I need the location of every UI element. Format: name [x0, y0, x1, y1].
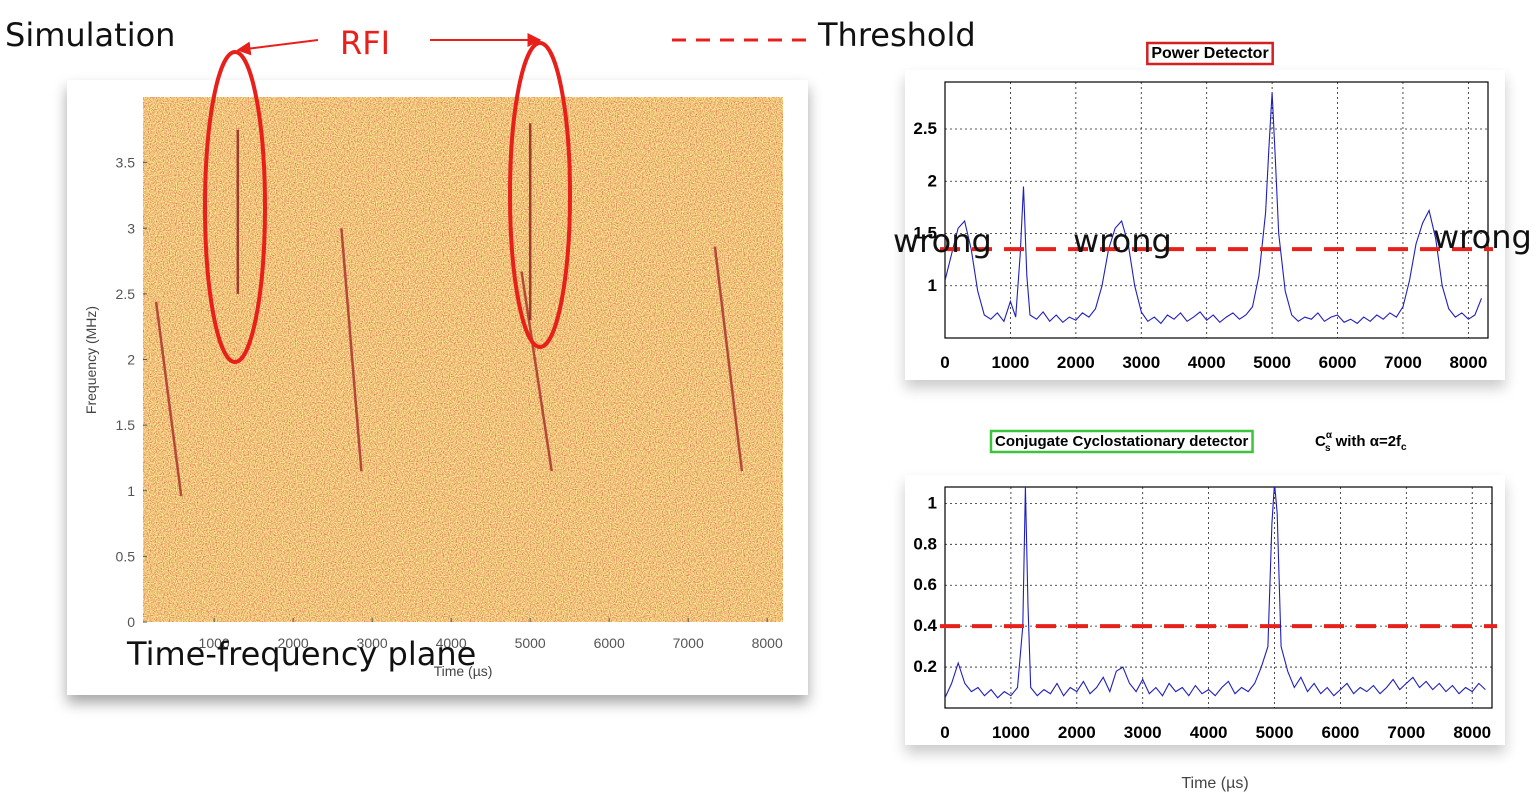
annotation: wrong [893, 222, 992, 260]
chirp-line [713, 246, 744, 472]
math: with α=2f [1335, 433, 1402, 450]
chart-card-face [905, 475, 1505, 745]
annotation: Time-frequency plane [126, 635, 476, 673]
x-tick-label: 2000 [278, 635, 309, 651]
chart-card-face [905, 70, 1505, 380]
y-axis-label: Frequency (MHz) [83, 306, 99, 414]
annotation: wrong [1433, 218, 1532, 256]
x-tick-label: 7000 [1384, 353, 1422, 372]
chirp-line [520, 271, 553, 472]
y-tick-label: 0.6 [913, 575, 937, 594]
math: c [1401, 442, 1407, 453]
chart-title: Conjugate Cyclostationary detector [995, 433, 1249, 450]
x-tick-label: 2000 [1057, 353, 1095, 372]
y-tick-label: 0.8 [913, 534, 937, 553]
x-tick-label: 4000 [436, 635, 467, 651]
charts: 0 0.5 1 1.5 2 2.5 3 3.5 1000 2000 3000 4000 5000 6000… [116, 81, 1497, 742]
y-tick-label: 0.5 [116, 548, 136, 564]
x-axis-label: Time (µs) [434, 663, 493, 679]
x-tick-label: 5000 [1253, 353, 1291, 372]
x-tick-label: 6000 [594, 635, 625, 651]
x-tick-label: 7000 [1387, 723, 1425, 742]
math: s [1325, 443, 1331, 454]
title-box [989, 429, 1254, 454]
y-tick-label: 2.5 [116, 286, 136, 302]
x-tick-label: 7000 [673, 635, 704, 651]
x-tick-label: 0 [940, 353, 949, 372]
y-tick-label: 2 [928, 171, 937, 190]
x-tick-label: 0 [940, 723, 949, 742]
title-box [1146, 41, 1274, 66]
y-tick-label: 1 [127, 483, 135, 499]
y-tick-label: 3.5 [116, 155, 136, 171]
x-tick-label: 5000 [515, 635, 546, 651]
x-tick-label: 3000 [1122, 353, 1160, 372]
y-tick-label: 1 [928, 493, 937, 512]
spectrogram-noise [143, 97, 783, 622]
chart-title: Power Detector [1151, 45, 1268, 62]
y-tick-label: 2.5 [913, 119, 937, 138]
y-tick-label: 2 [127, 352, 135, 368]
rfi-label: RFI [340, 24, 390, 62]
title-math: Cα s with α=2fc [1315, 430, 1407, 454]
annotation: wrong [1073, 222, 1172, 260]
x-tick-label: 6000 [1319, 353, 1357, 372]
x-tick-label: 5000 [1256, 723, 1294, 742]
rfi-ellipse [203, 50, 267, 364]
x-tick-label: 2000 [1058, 723, 1096, 742]
plot-frame [944, 81, 1489, 339]
y-tick-label: 0.2 [913, 657, 937, 676]
plot-frame [944, 486, 1493, 709]
title-text: Conjugate Cyclostationary detector [995, 433, 1249, 450]
x-tick-label: 1000 [992, 353, 1030, 372]
y-tick-label: 0.4 [913, 616, 937, 635]
math: α [1326, 430, 1333, 441]
x-tick-label: 3000 [1124, 723, 1162, 742]
x-tick-label: 8000 [1453, 723, 1491, 742]
x-tick-label: 8000 [1449, 353, 1487, 372]
y-tick-label: 0 [127, 614, 135, 630]
chirp-line [154, 301, 183, 497]
x-axis-label: Time (µs) [1181, 775, 1248, 792]
chirp-line [340, 228, 363, 472]
x-tick-label: 6000 [1322, 723, 1360, 742]
math: C [1315, 433, 1326, 450]
x-tick-label: 4000 [1188, 353, 1226, 372]
y-tick-label: 1 [928, 276, 937, 295]
x-tick-label: 3000 [357, 635, 388, 651]
annotation: Threshold [817, 16, 976, 54]
data-line [945, 487, 1486, 699]
data-line [945, 92, 1483, 325]
x-tick-label: 8000 [752, 635, 783, 651]
x-tick-label: 1000 [199, 635, 230, 651]
x-tick-label: 4000 [1190, 723, 1228, 742]
arrow [236, 39, 319, 56]
y-tick-label: 1.5 [913, 224, 937, 243]
y-tick-label: 3 [127, 220, 135, 236]
x-tick-label: 1000 [992, 723, 1030, 742]
annotation: Simulation [5, 16, 175, 54]
y-tick-label: 1.5 [116, 417, 136, 433]
